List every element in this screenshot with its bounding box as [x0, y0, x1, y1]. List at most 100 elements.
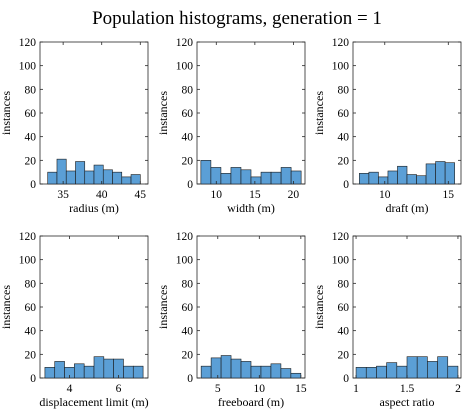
x-axis-label: freeboard (m) [218, 395, 284, 409]
y-tick-label: 20 [25, 155, 37, 167]
x-tick-label: 6 [116, 383, 122, 395]
histogram-bar [406, 174, 417, 185]
y-axis-label: instances [0, 285, 13, 329]
histogram-bar [220, 355, 232, 379]
histogram-bar [437, 356, 449, 379]
histogram-bar [365, 367, 377, 379]
histogram-bar [376, 365, 387, 379]
y-tick-label: 120 [19, 231, 37, 243]
y-tick-label: 80 [182, 278, 194, 290]
histogram-bar [132, 365, 144, 379]
x-tick-label: 20 [288, 189, 300, 201]
y-tick-label: 20 [25, 349, 37, 361]
figure-title: Population histograms, generation = 1 [92, 8, 382, 29]
y-tick-label: 120 [332, 231, 350, 243]
y-tick-label: 20 [182, 349, 194, 361]
y-tick-label: 80 [338, 278, 350, 290]
histogram-bar [416, 356, 428, 379]
histogram-bar [54, 361, 65, 379]
histogram-bar [74, 363, 85, 379]
histogram-bar [260, 171, 272, 185]
histogram-panel-6: 0 20 40 60 80 100 120 1 1.5 2 aspect ratio instance… [312, 231, 462, 409]
y-tick-label: 120 [176, 231, 194, 243]
axes-box [39, 235, 149, 379]
histogram-bar [123, 365, 134, 379]
x-tick-label: 15 [249, 189, 261, 201]
x-axis-label: draft (m) [386, 201, 429, 215]
y-tick-label: 40 [182, 132, 194, 144]
histogram-bar [368, 171, 379, 185]
x-tick-label: 4 [67, 383, 73, 395]
histogram-panel-5: 0 20 40 60 80 100 120 5 10 15 freeboard (m) instanc… [156, 231, 307, 409]
y-tick-label: 80 [338, 84, 350, 96]
x-tick-label: 10 [211, 189, 223, 201]
histogram-bar [102, 169, 113, 185]
y-tick-label: 0 [187, 179, 193, 191]
y-tick-label: 0 [343, 373, 349, 385]
histogram-bar [47, 171, 58, 185]
x-axis-label: displacement limit (m) [39, 395, 148, 409]
y-tick-label: 0 [30, 373, 36, 385]
histogram-bar [378, 176, 389, 185]
y-axis-label: instances [312, 91, 326, 135]
histogram-bar [280, 167, 292, 185]
y-tick-label: 60 [182, 302, 194, 314]
histogram-bar [270, 363, 282, 379]
x-tick-label: 15 [443, 189, 455, 201]
y-tick-label: 120 [19, 37, 37, 49]
y-tick-label: 100 [332, 255, 350, 267]
histogram-bar [250, 176, 262, 185]
histogram-bar [406, 356, 418, 379]
y-tick-label: 80 [25, 84, 37, 96]
histogram-bar [130, 174, 141, 185]
y-tick-label: 100 [19, 61, 37, 73]
y-tick-label: 60 [338, 302, 350, 314]
histogram-bar [103, 358, 114, 379]
histogram-bar [220, 173, 232, 185]
x-axis-label: radius (m) [69, 201, 119, 215]
histogram-bar [427, 361, 438, 379]
histogram-bar [93, 356, 105, 379]
x-tick-label: 5 [215, 383, 221, 395]
y-tick-label: 60 [182, 108, 194, 120]
axes-box [196, 41, 306, 185]
histogram-panel-3: 0 20 40 60 80 100 120 10 15 draft (m) instances [312, 37, 462, 215]
y-tick-label: 120 [176, 37, 194, 49]
y-axis-label: instances [156, 285, 170, 329]
y-tick-label: 40 [338, 132, 350, 144]
y-axis-label: instances [312, 285, 326, 329]
axes-box [39, 41, 149, 185]
histogram-bar [355, 367, 367, 379]
histogram-bar [200, 365, 212, 379]
histogram-bar [359, 173, 370, 185]
histogram-bar [387, 170, 398, 185]
y-tick-label: 60 [25, 302, 37, 314]
histogram-bar [230, 358, 242, 379]
histogram-bar [386, 362, 398, 379]
histogram-bar [210, 357, 222, 379]
histogram-bar [270, 171, 282, 185]
y-tick-label: 40 [182, 326, 194, 338]
y-tick-label: 80 [25, 278, 37, 290]
y-tick-label: 60 [338, 108, 350, 120]
histogram-bar [65, 170, 76, 185]
y-tick-label: 0 [343, 179, 349, 191]
x-axis-label: width (m) [227, 201, 275, 215]
histogram-bar [435, 161, 446, 185]
y-axis-label: instances [156, 91, 170, 135]
x-tick-label: 35 [57, 189, 69, 201]
y-tick-label: 0 [187, 373, 193, 385]
histogram-bar [260, 365, 272, 379]
histogram-bar [84, 170, 95, 185]
y-axis-label: instances [0, 91, 13, 135]
axes-box [352, 235, 462, 379]
x-tick-label: 10 [379, 189, 391, 201]
x-tick-label: 2 [455, 383, 461, 395]
y-tick-label: 0 [30, 179, 36, 191]
y-tick-label: 40 [25, 132, 37, 144]
x-tick-label: 40 [96, 189, 108, 201]
histogram-bar [444, 162, 455, 185]
histogram-bar [200, 160, 212, 185]
